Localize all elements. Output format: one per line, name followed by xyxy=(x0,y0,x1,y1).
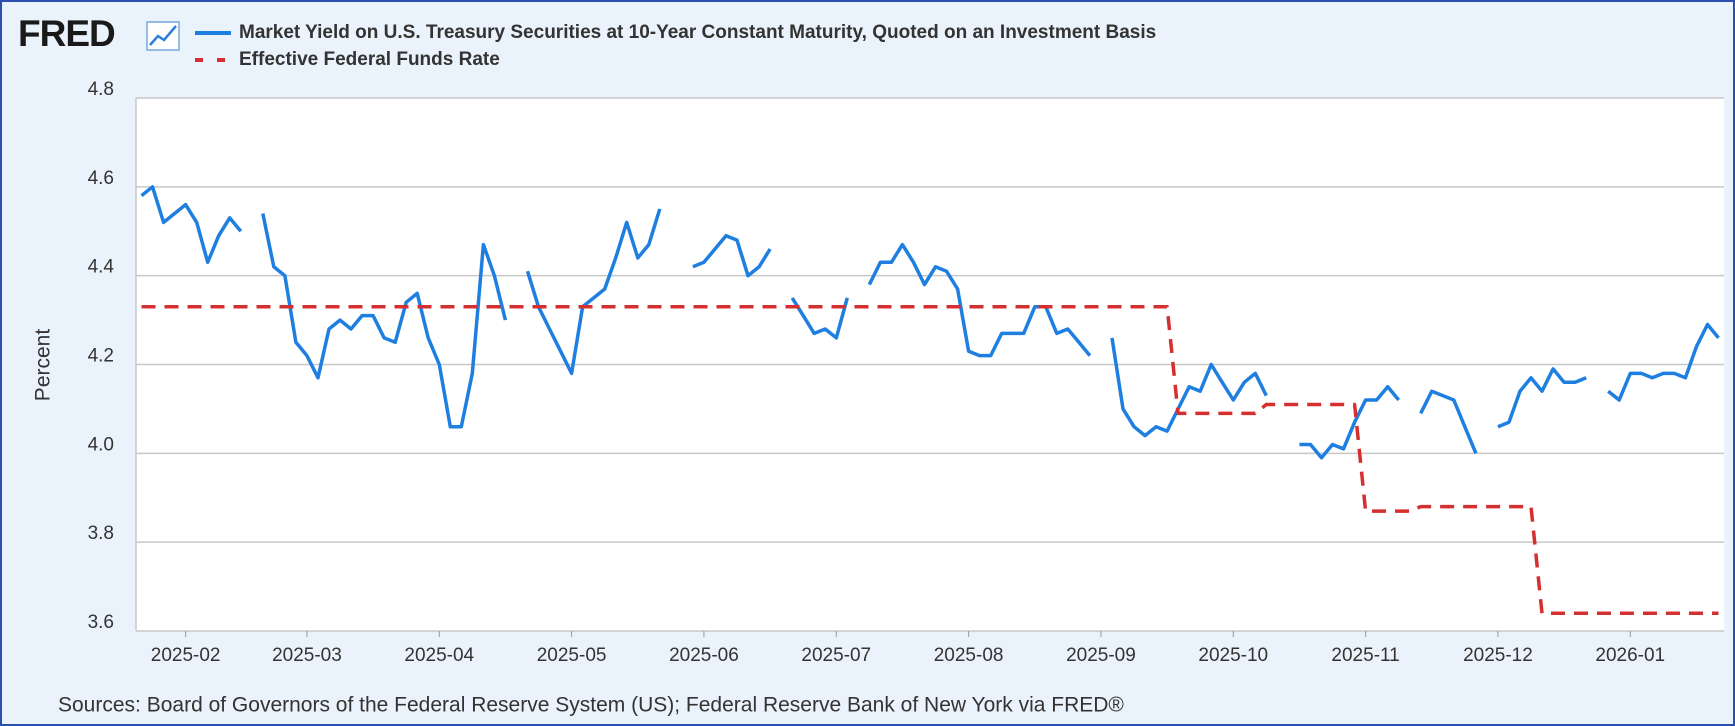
y-tick-label: 4.2 xyxy=(88,346,114,367)
y-tick-label: 4.4 xyxy=(88,257,115,278)
y-axis-label: Percent xyxy=(32,329,55,402)
x-tick-label: 2025-12 xyxy=(1463,645,1533,666)
x-tick-label: 2025-08 xyxy=(934,645,1004,666)
source-note: Sources: Board of Governors of the Feder… xyxy=(58,694,1124,717)
x-tick-label: 2025-05 xyxy=(537,645,607,666)
x-tick-label: 2025-06 xyxy=(669,645,739,666)
y-tick-label: 3.8 xyxy=(88,523,114,544)
x-tick-label: 2025-03 xyxy=(272,645,342,666)
series-line xyxy=(141,305,1719,615)
x-tick-label: 2025-09 xyxy=(1066,645,1136,666)
x-tick-label: 2025-11 xyxy=(1331,645,1399,666)
x-tick-label: 2026-01 xyxy=(1595,645,1665,666)
y-tick-label: 4.0 xyxy=(88,434,114,455)
logo-icon xyxy=(146,21,180,51)
x-tick-label: 2025-10 xyxy=(1198,645,1268,666)
x-tick-label: 2025-07 xyxy=(801,645,871,666)
y-tick-label: 4.8 xyxy=(88,79,114,100)
legend-label: Market Yield on U.S. Treasury Securities… xyxy=(239,22,1156,43)
series-line xyxy=(140,185,1720,460)
logo-icon-line xyxy=(149,25,177,46)
y-tick-label: 4.6 xyxy=(88,168,114,189)
x-tick-label: 2025-02 xyxy=(151,645,221,666)
y-tick-label: 3.6 xyxy=(88,612,114,633)
logo: FRED xyxy=(18,13,115,54)
legend-label: Effective Federal Funds Rate xyxy=(239,49,500,70)
logo-icon-frame xyxy=(146,21,180,51)
x-tick-label: 2025-04 xyxy=(404,645,474,666)
